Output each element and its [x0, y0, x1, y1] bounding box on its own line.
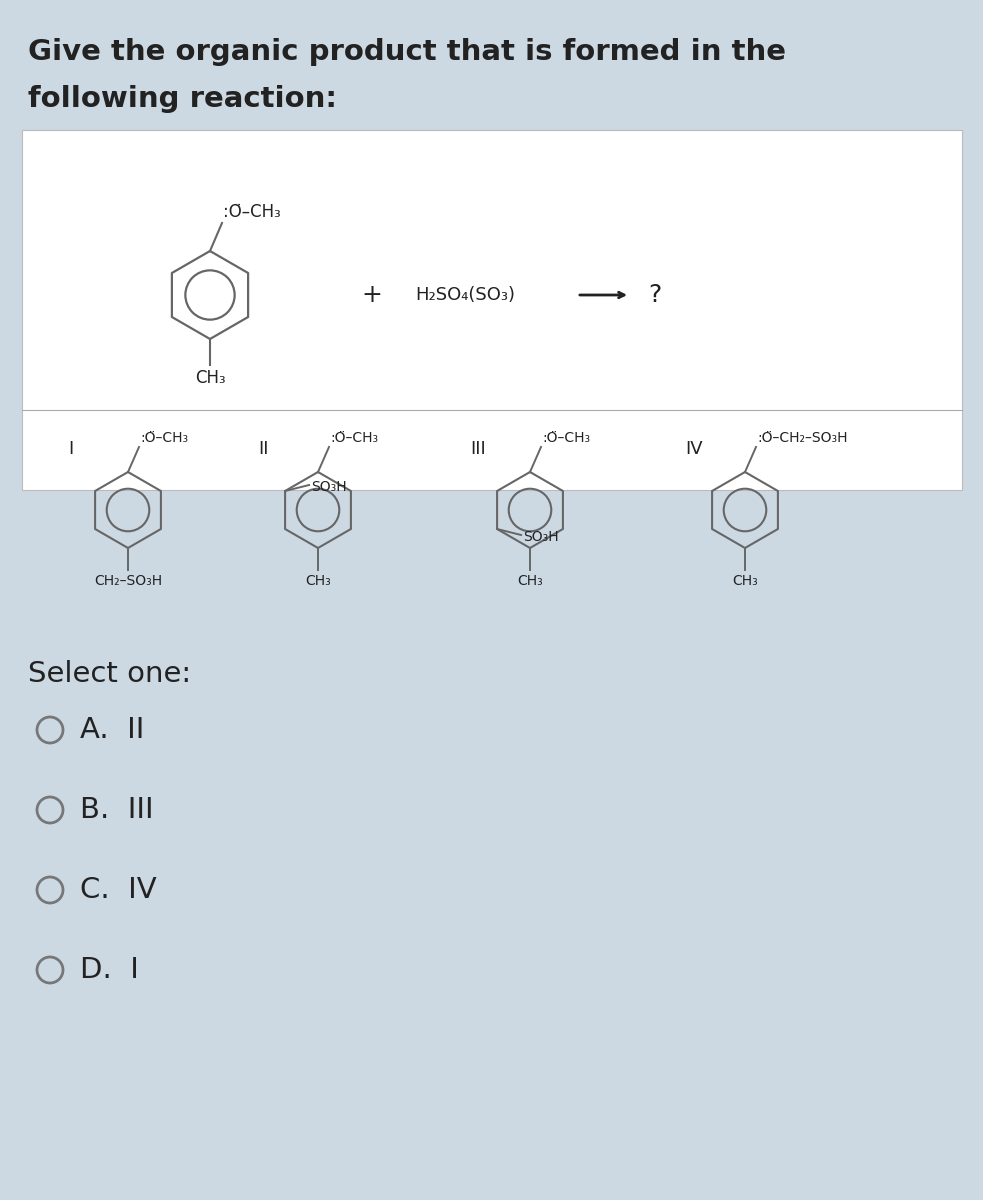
Text: II: II [258, 440, 268, 458]
Text: SO₃H: SO₃H [311, 480, 347, 494]
Text: :Ö–CH₃: :Ö–CH₃ [330, 431, 378, 445]
Text: :Ö–CH₃: :Ö–CH₃ [140, 431, 188, 445]
Bar [22, 130, 962, 490]
Text: :Ö–CH₂–SO₃H: :Ö–CH₂–SO₃H [757, 431, 847, 445]
Text: D.  I: D. I [80, 956, 139, 984]
Text: following reaction:: following reaction: [28, 85, 337, 113]
Text: B.  III: B. III [80, 796, 153, 824]
Text: A.  II: A. II [80, 716, 145, 744]
Text: SO₃H: SO₃H [523, 530, 558, 544]
Text: III: III [470, 440, 486, 458]
Text: Select one:: Select one: [28, 660, 191, 688]
Text: +: + [362, 283, 382, 307]
Text: CH₃: CH₃ [305, 574, 331, 588]
Text: H₂SO₄(SO₃): H₂SO₄(SO₃) [415, 286, 515, 304]
Text: :Ö–CH₃: :Ö–CH₃ [223, 203, 281, 221]
Text: CH₂–SO₃H: CH₂–SO₃H [94, 574, 162, 588]
Text: IV: IV [685, 440, 703, 458]
Text: :Ö–CH₃: :Ö–CH₃ [542, 431, 590, 445]
Text: C.  IV: C. IV [80, 876, 156, 904]
Text: CH₃: CH₃ [195, 370, 225, 386]
Text: I: I [68, 440, 74, 458]
Text: Give the organic product that is formed in the: Give the organic product that is formed … [28, 38, 786, 66]
Text: CH₃: CH₃ [732, 574, 758, 588]
Text: CH₃: CH₃ [517, 574, 543, 588]
Text: ?: ? [648, 283, 662, 307]
